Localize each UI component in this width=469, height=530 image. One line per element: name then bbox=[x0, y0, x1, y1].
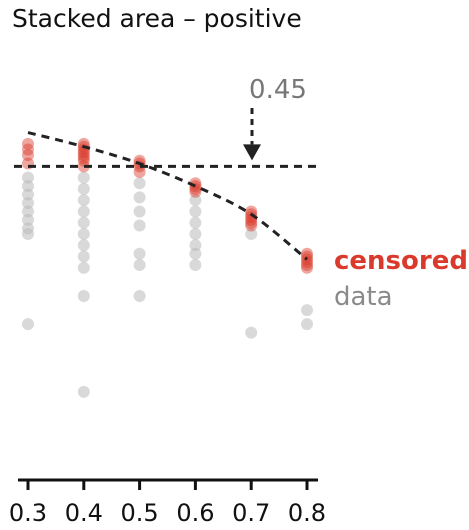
data-point-20 bbox=[133, 177, 146, 190]
censored-point-26 bbox=[301, 261, 313, 274]
censored-point-1 bbox=[22, 149, 34, 162]
censored-point-21 bbox=[245, 216, 258, 229]
data-point-30 bbox=[189, 228, 202, 240]
x-tick-label-4: 0.7 bbox=[232, 499, 270, 527]
threshold-annotation: 0.45 bbox=[249, 75, 307, 105]
data-point-1 bbox=[22, 180, 34, 193]
data-point-21 bbox=[133, 191, 146, 204]
data-point-7 bbox=[22, 228, 34, 240]
data-point-33 bbox=[189, 259, 202, 271]
data-point-37 bbox=[301, 318, 313, 331]
x-tick-label-2: 0.5 bbox=[121, 499, 159, 527]
censored-point-27 bbox=[301, 259, 313, 271]
data-point-19 bbox=[77, 385, 90, 398]
data-point-36 bbox=[301, 304, 313, 317]
data-point-31 bbox=[189, 239, 202, 252]
data-point-24 bbox=[133, 247, 146, 260]
data-point-14 bbox=[77, 228, 90, 240]
data-point-8 bbox=[22, 318, 34, 331]
data-point-5 bbox=[22, 213, 34, 226]
censored-point-7 bbox=[77, 149, 90, 162]
data-point-3 bbox=[22, 197, 34, 209]
data-point-9 bbox=[77, 171, 90, 184]
data-point-18 bbox=[77, 290, 90, 302]
data-point-10 bbox=[77, 182, 90, 195]
censored-point-3 bbox=[22, 137, 34, 150]
censored-point-23 bbox=[245, 211, 258, 224]
legend-data: data bbox=[334, 282, 393, 312]
data-point-27 bbox=[189, 194, 202, 207]
censored-point-25 bbox=[245, 205, 258, 218]
x-tick-label-3: 0.6 bbox=[176, 499, 214, 527]
x-axis: 0.3 0.4 0.5 0.6 0.7 0.8 bbox=[9, 478, 326, 527]
data-point-12 bbox=[77, 205, 90, 218]
censored-point-5 bbox=[77, 154, 90, 167]
data-point-15 bbox=[77, 239, 90, 252]
x-tick-label-1: 0.4 bbox=[65, 499, 103, 527]
data-point-32 bbox=[189, 247, 202, 260]
censored-point-31 bbox=[301, 247, 313, 260]
data-point-2 bbox=[22, 188, 34, 201]
censored-points-group bbox=[22, 137, 313, 274]
data-point-29 bbox=[189, 216, 202, 229]
data-point-28 bbox=[189, 205, 202, 218]
x-tick-label-0: 0.3 bbox=[9, 499, 47, 527]
data-point-26 bbox=[133, 290, 146, 302]
data-point-11 bbox=[77, 194, 90, 207]
data-point-17 bbox=[77, 261, 90, 274]
censored-point-18 bbox=[189, 180, 202, 193]
censored-point-20 bbox=[245, 219, 258, 232]
data-point-25 bbox=[133, 259, 146, 271]
trend-curve bbox=[27, 131, 308, 261]
censored-point-6 bbox=[77, 151, 90, 164]
x-tick-label-5: 0.8 bbox=[288, 499, 326, 527]
censored-point-12 bbox=[133, 166, 146, 178]
data-point-23 bbox=[133, 219, 146, 232]
data-point-13 bbox=[77, 216, 90, 229]
chart-title: Stacked area – positive bbox=[12, 4, 302, 33]
data-points-group bbox=[22, 171, 313, 398]
censored-point-16 bbox=[189, 185, 202, 198]
data-point-16 bbox=[77, 250, 90, 263]
data-point-4 bbox=[22, 205, 34, 218]
censored-point-28 bbox=[301, 256, 313, 269]
data-point-35 bbox=[245, 326, 258, 339]
data-point-34 bbox=[245, 228, 258, 240]
legend-censored: censored bbox=[334, 246, 468, 276]
data-point-22 bbox=[133, 205, 146, 218]
annotation-arrow-head bbox=[243, 144, 261, 161]
censored-point-2 bbox=[22, 143, 34, 156]
data-point-0 bbox=[22, 171, 34, 184]
censored-point-30 bbox=[301, 250, 313, 263]
censored-point-4 bbox=[77, 160, 90, 173]
censored-point-8 bbox=[77, 146, 90, 159]
